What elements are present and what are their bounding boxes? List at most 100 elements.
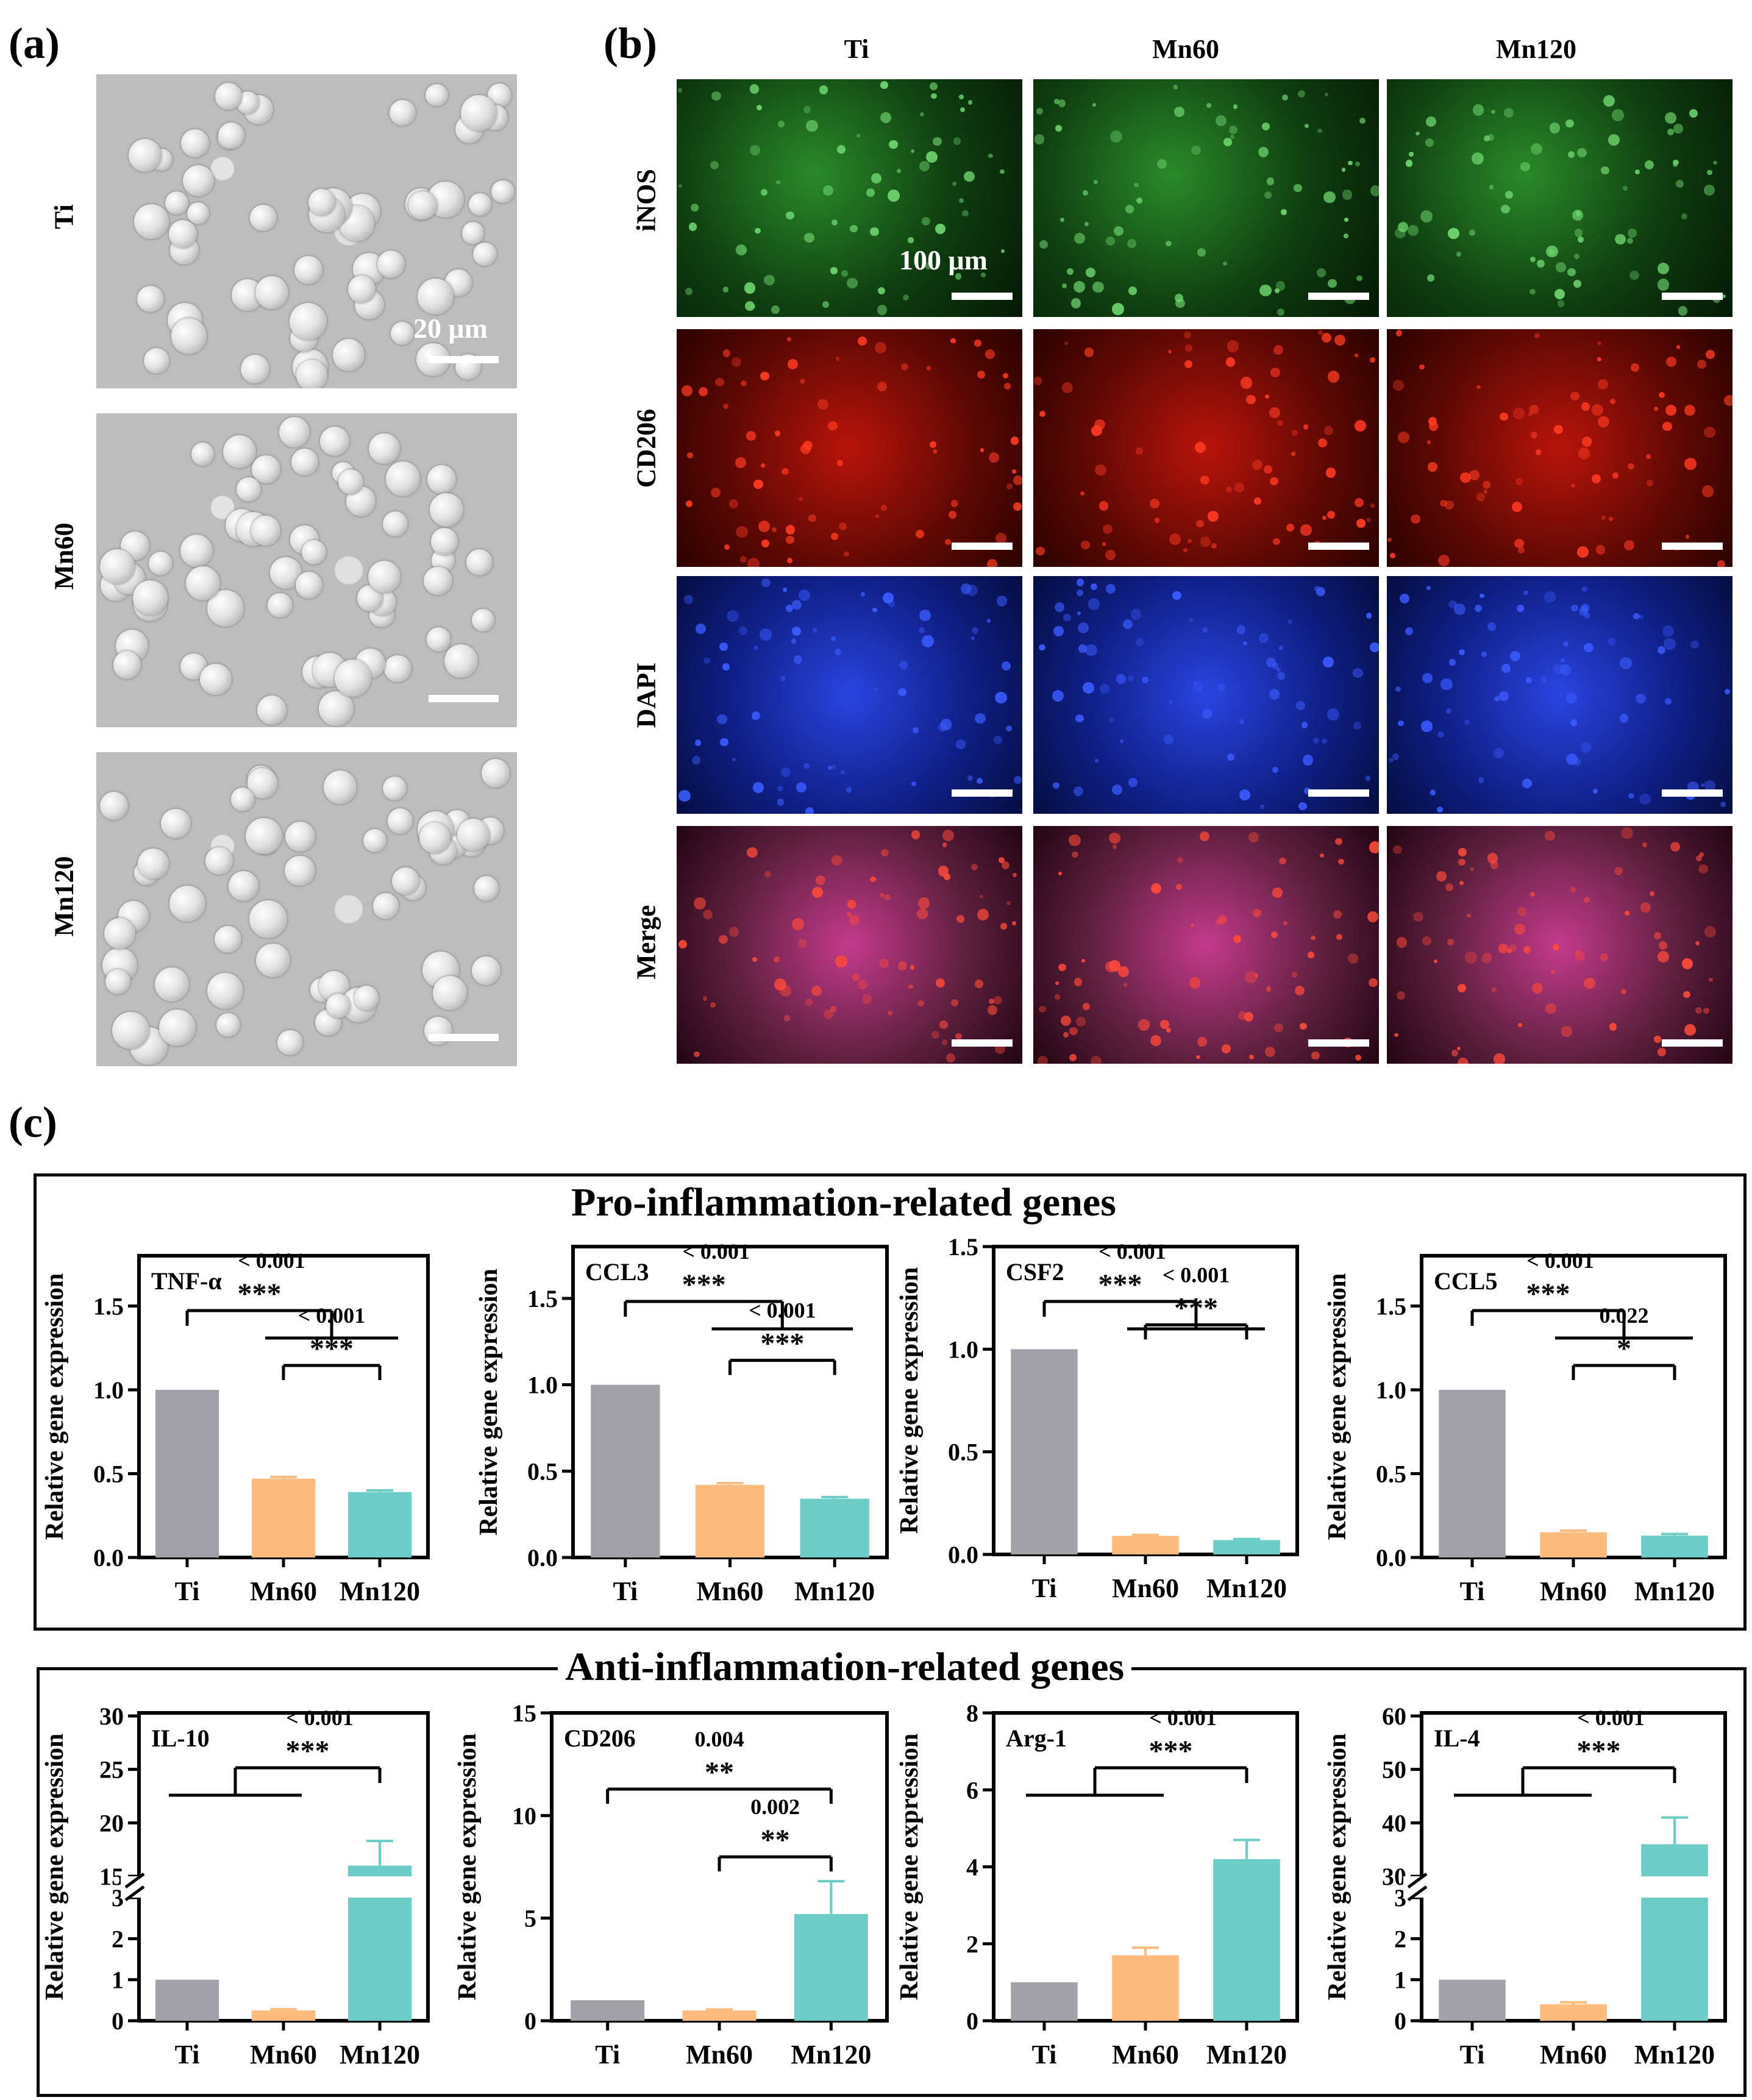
fluor-spot <box>1664 698 1672 705</box>
fluor-spot <box>1223 137 1232 146</box>
p-value-label: < 0.001 <box>682 1239 750 1264</box>
fluor-spot <box>1095 758 1099 763</box>
fluor-spot <box>702 996 708 1001</box>
fluor-spot <box>1142 677 1149 684</box>
fluor-spot <box>1074 233 1085 244</box>
fluor-spot <box>744 301 755 311</box>
fluor-spot <box>752 956 757 962</box>
fluor-image-inos-ti <box>677 79 1022 317</box>
p-value-label: < 0.001 <box>1577 1706 1645 1730</box>
fluor-spot <box>1034 134 1045 144</box>
fluor-spot <box>710 1002 716 1008</box>
fluor-spot <box>935 223 945 234</box>
fluor-spot <box>1529 404 1539 414</box>
fluor-spot <box>1409 152 1414 157</box>
sem-cell <box>319 691 354 726</box>
fluor-image-merge-ti <box>677 826 1022 1064</box>
fluor-spot <box>787 336 792 341</box>
fluor-spot <box>1322 516 1326 520</box>
significance-stars: *** <box>760 1328 804 1360</box>
fluor-spot <box>1191 145 1201 155</box>
fluor-spot <box>1654 407 1659 411</box>
fluor-image-dapi-ti <box>677 576 1022 814</box>
fluor-spot <box>1294 183 1302 193</box>
fluor-spot <box>1456 251 1462 257</box>
fluor-spot <box>1469 470 1480 481</box>
fluor-spot <box>966 584 978 596</box>
fluor-spot <box>1063 613 1071 622</box>
sem-cell <box>186 566 221 600</box>
y-tick-label: 0.5 <box>93 1461 124 1488</box>
fluor-spot <box>977 370 986 379</box>
fluor-spot <box>1480 593 1484 599</box>
fluor-spot <box>703 657 710 664</box>
fluor-spot <box>771 305 780 315</box>
y-tick-label: 25 <box>99 1756 124 1784</box>
fluor-spot <box>1448 600 1457 609</box>
fluor-spot <box>955 739 966 750</box>
fluor-spot <box>1598 379 1608 390</box>
fluor-spot <box>1498 691 1509 701</box>
fluor-spot <box>967 100 973 105</box>
fluor-spot <box>1535 449 1541 455</box>
fluor-spot <box>919 609 931 622</box>
bar-ti <box>1439 1979 1506 2021</box>
fluor-spot <box>1342 190 1353 200</box>
fluor-spot <box>722 287 728 293</box>
fluor-spot <box>699 387 708 397</box>
sem-cell <box>241 355 270 384</box>
fluor-spot <box>1407 224 1419 237</box>
fluor-spot <box>1517 907 1526 916</box>
p-value-label: < 0.001 <box>238 1248 305 1273</box>
fluor-spot <box>1649 891 1654 896</box>
x-tick-label: Ti <box>1032 2040 1057 2070</box>
fluor-spot <box>1422 936 1431 946</box>
fluor-spot <box>1229 125 1238 134</box>
fluor-spot <box>1058 963 1066 971</box>
fluor-spot <box>852 973 860 981</box>
fluor-spot <box>1215 115 1227 126</box>
fluor-spot <box>811 886 824 898</box>
fluor-spot <box>1663 638 1676 650</box>
fluor-spot <box>1348 160 1353 166</box>
fluor-spot <box>1658 263 1670 274</box>
fluor-spot <box>1457 1046 1461 1051</box>
fluor-spot <box>1684 405 1695 416</box>
fluor-spot <box>1511 502 1522 513</box>
fluor-spot <box>1253 497 1261 505</box>
fluor-spot <box>1459 880 1464 885</box>
fluor-spot <box>1608 637 1616 646</box>
significance-stars: *** <box>1526 1278 1570 1310</box>
fluor-image-cd206-mn120 <box>1387 329 1732 567</box>
fluor-spot <box>1311 935 1316 940</box>
fluor-spot <box>1595 544 1606 555</box>
fluor-spot <box>839 522 847 531</box>
fluor-spot <box>1601 516 1606 521</box>
fluor-spot <box>1184 344 1192 352</box>
fluor-spot <box>751 711 760 721</box>
fluor-spot <box>1434 959 1438 963</box>
fluor-spot <box>1566 753 1578 766</box>
fluor-spot <box>1422 672 1433 683</box>
fluor-spot <box>1487 133 1495 141</box>
fluor-spot <box>1369 841 1379 853</box>
fluor-spot <box>777 799 785 806</box>
fluor-spot <box>1458 847 1467 856</box>
fluor-spot <box>1554 425 1564 435</box>
fluor-spot <box>1085 268 1096 278</box>
fluor-spot <box>1013 475 1022 485</box>
fluor-spot <box>1557 300 1565 307</box>
fluor-spot <box>840 770 845 775</box>
fluor-spot <box>1243 641 1247 646</box>
fluor-spot <box>964 171 975 182</box>
fluor-spot <box>1662 421 1673 432</box>
fluor-spot <box>774 430 781 436</box>
fluor-spot <box>1683 991 1690 998</box>
sem-cell <box>474 876 499 901</box>
fluor-spot <box>918 627 925 634</box>
fluor-spot <box>1006 483 1013 489</box>
fluor-spot <box>1487 853 1498 864</box>
significance-stars: *** <box>1099 1269 1142 1301</box>
fluor-spot <box>1279 857 1287 865</box>
fluor-spot <box>1657 1047 1667 1057</box>
